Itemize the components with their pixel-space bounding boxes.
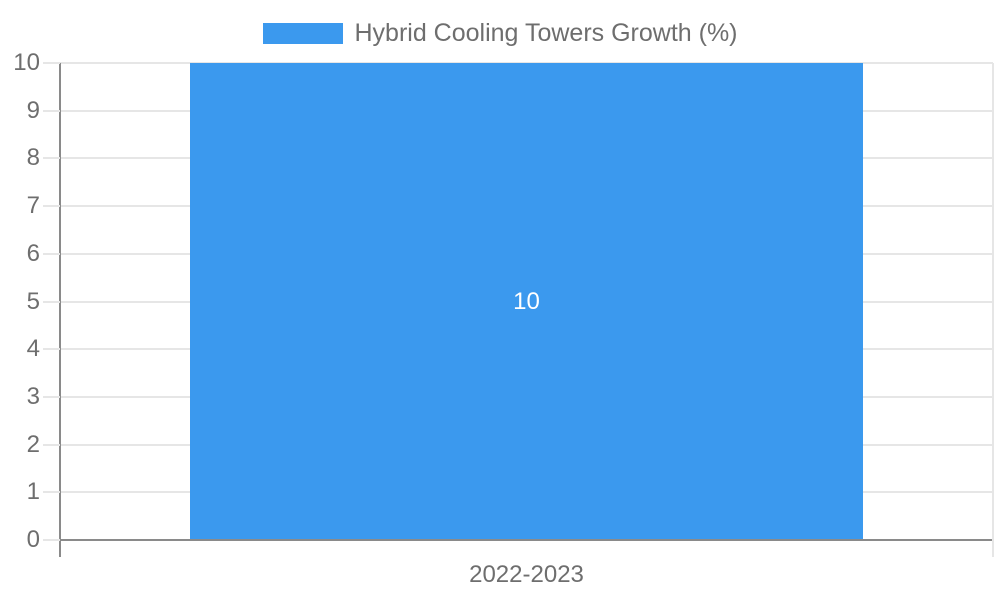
y-tick-label: 10 — [13, 49, 40, 76]
y-tick-mark — [43, 491, 60, 494]
bar-2022-2023: 10 — [190, 63, 863, 540]
y-tick-label: 9 — [26, 96, 40, 124]
y-tick-label: 3 — [26, 382, 40, 410]
y-tick-mark — [43, 443, 60, 446]
y-tick-mark — [43, 252, 60, 255]
y-tick-mark — [43, 157, 60, 160]
y-tick-mark — [43, 300, 60, 303]
chart-legend: Hybrid Cooling Towers Growth (%) — [0, 19, 1000, 48]
y-tick-mark — [43, 205, 60, 208]
legend-swatch-icon — [262, 23, 343, 44]
y-tick-label: 4 — [26, 335, 40, 363]
y-tick-mark — [43, 62, 60, 64]
legend-series-label: Hybrid Cooling Towers Growth (%) — [354, 19, 738, 47]
y-tick-label: 2 — [26, 430, 40, 458]
y-tick-label: 5 — [26, 287, 40, 315]
y-tick-label: 7 — [26, 192, 40, 220]
y-tick-mark — [43, 395, 60, 398]
y-axis-line — [59, 63, 61, 557]
y-tick-label: 0 — [26, 526, 40, 553]
bar-value-label: 10 — [513, 287, 540, 315]
y-tick-label: 6 — [26, 239, 40, 267]
y-tick-mark — [43, 539, 60, 541]
y-tick-mark — [43, 348, 60, 351]
y-tick-label: 1 — [26, 478, 40, 506]
y-tick-label: 8 — [26, 144, 40, 172]
x-axis-line — [59, 539, 994, 541]
y-tick-mark — [43, 109, 60, 112]
plot-right-border — [992, 63, 994, 557]
x-axis-category-label: 2022-2023 — [469, 561, 584, 588]
